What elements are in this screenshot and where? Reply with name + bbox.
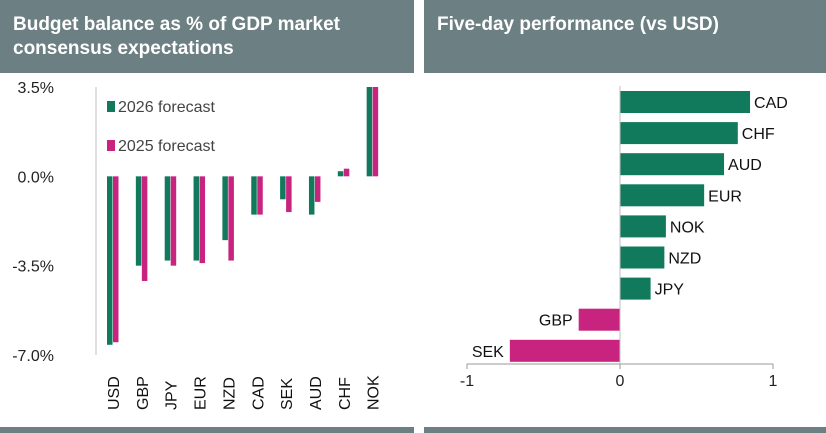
bar-cad-2026 [251,176,257,215]
bar-usd-2025 [113,176,119,343]
x-tick-label: 0 [616,373,625,390]
category-label-gbp: GBP [539,313,573,330]
x-category-label-aud: AUD [308,376,325,410]
bar-sek [509,339,620,362]
bar-jpy-2026 [164,176,171,261]
y-tick-label: -7.0% [12,348,54,365]
bar-aud-2025 [314,176,321,202]
x-category-label-cad: CAD [250,376,267,410]
bar-nzd-2025 [228,176,234,261]
y-tick-label: -3.5% [12,259,54,276]
category-label-sek: SEK [472,344,504,361]
bar-chf-2026 [337,171,344,177]
bar-sek-2026 [280,176,286,200]
category-label-eur: EUR [708,188,742,205]
bar-nok-2026 [366,87,373,177]
bar-nok-2025 [372,87,379,177]
legend-label-2025: 2025 forecast [118,138,216,155]
category-label-jpy: JPY [655,282,685,299]
category-label-aud: AUD [728,157,762,174]
budget-balance-footer-rule [0,427,414,433]
budget-balance-panel: Budget balance as % of GDP market consen… [0,0,414,433]
bar-cad [620,91,751,113]
category-label-cad: CAD [754,95,788,112]
category-label-nok: NOK [670,219,705,236]
legend-label-2026: 2026 forecast [118,99,216,116]
bar-aud [620,153,725,176]
x-category-label-jpy: JPY [164,380,181,410]
bar-jpy-2025 [170,176,177,266]
five-day-panel: Five-day performance (vs USD) CAD CHF AUD E… [424,0,826,433]
x-category-label-eur: EUR [193,376,210,410]
x-category-label-sek: SEK [279,378,296,410]
bar-jpy [620,277,651,300]
y-tick-label: 3.5% [18,80,54,97]
bar-eur-2025 [199,176,206,264]
bar-nok [620,215,666,238]
x-category-label-nok: NOK [366,375,383,410]
bar-eur [620,184,705,207]
bar-chf-2025 [343,168,350,177]
five-day-footer-rule [424,427,826,433]
budget-balance-chart: 3.5% 0.0% -3.5% -7.0% USD GBP JPY EUR NZD CAD SEK A… [12,80,383,410]
bar-nzd [620,246,665,269]
five-day-title: Five-day performance (vs USD) [424,0,826,73]
legend-swatch-2026 [107,101,115,112]
budget-balance-title: Budget balance as % of GDP market consen… [0,0,414,73]
bar-usd-2026 [107,176,113,345]
x-category-label-nzd: NZD [221,377,238,410]
bar-cad-2025 [257,176,263,215]
bar-nzd-2026 [222,176,228,241]
category-label-chf: CHF [742,126,775,143]
category-label-nzd: NZD [668,251,701,268]
bar-aud-2026 [308,176,315,215]
x-category-label-usd: USD [106,376,123,410]
x-category-label-chf: CHF [337,377,354,410]
bar-gbp-2025 [141,176,148,281]
x-category-label-gbp: GBP [135,376,152,410]
y-tick-label: 0.0% [18,169,54,186]
bar-gbp [578,308,620,331]
legend-swatch-2025 [107,140,115,151]
bar-sek-2025 [286,176,292,213]
x-tick-label: -1 [460,373,474,390]
bar-eur-2026 [193,176,200,261]
x-tick-label: 1 [769,373,778,390]
bar-gbp-2026 [135,176,142,266]
bar-chf [620,122,738,145]
